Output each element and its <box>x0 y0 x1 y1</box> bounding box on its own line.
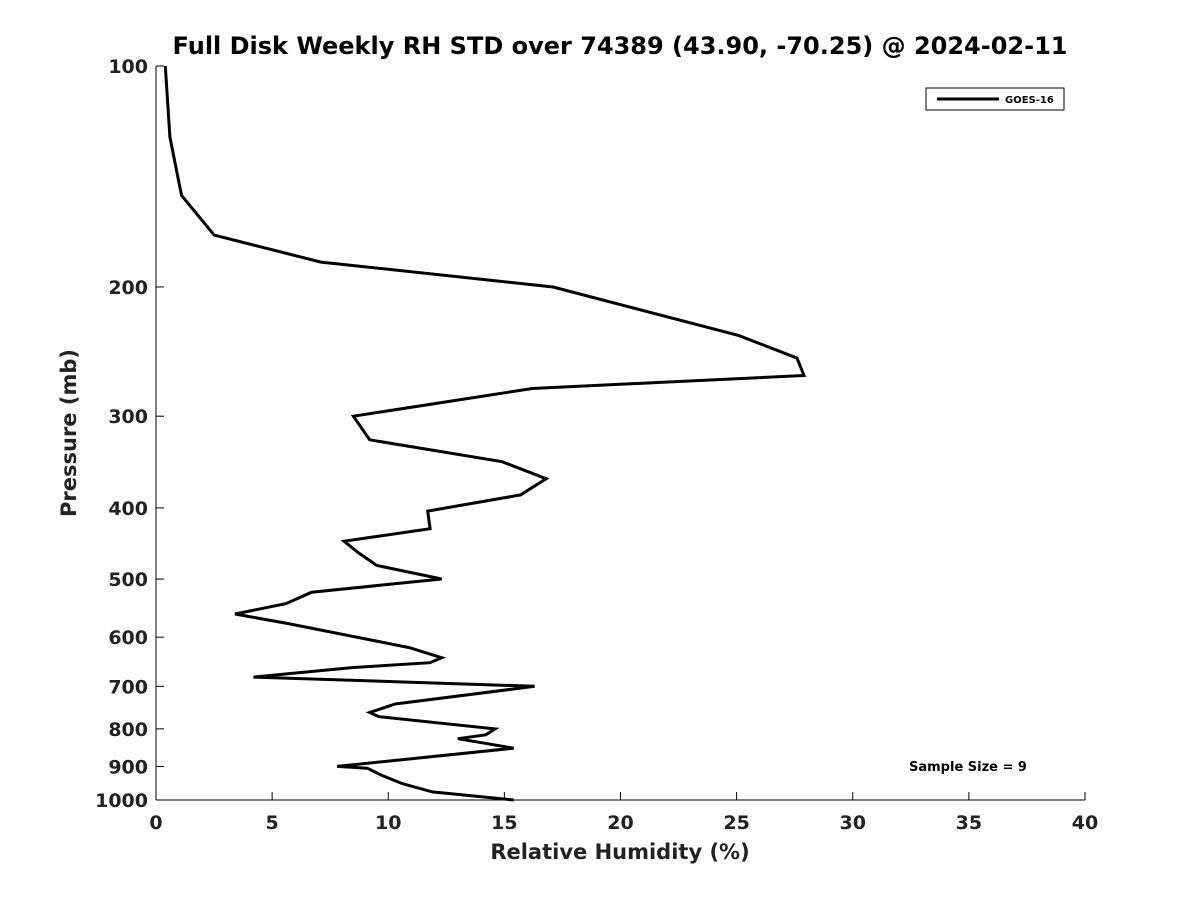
axis-ticks: 0 5 10 15 20 25 30 35 40 100 200 300 400 500 600 700 800… <box>95 56 1098 834</box>
series-line-goes-16 <box>163 65 807 802</box>
x-tick-label: 15 <box>491 812 517 834</box>
y-tick-label: 900 <box>108 756 148 778</box>
y-tick-label: 400 <box>108 498 148 520</box>
y-tick-label: 700 <box>108 676 148 698</box>
x-tick-label: 25 <box>723 812 749 834</box>
legend: GOES-16 <box>925 87 1065 111</box>
y-tick-label: 100 <box>108 56 148 78</box>
x-tick-label: 20 <box>607 812 633 834</box>
series-layer <box>163 65 807 802</box>
sample-size-annotation: Sample Size = 9 <box>909 760 1027 775</box>
legend-label: GOES-16 <box>1005 95 1054 106</box>
x-tick-label: 5 <box>266 812 279 834</box>
x-tick-label: 35 <box>956 812 982 834</box>
y-tick-label: 1000 <box>95 790 148 812</box>
x-tick-label: 10 <box>375 812 401 834</box>
plot-axes <box>155 66 1085 801</box>
y-tick-label: 500 <box>108 569 148 591</box>
y-tick-label: 200 <box>108 277 148 299</box>
x-tick-label: 0 <box>149 812 162 834</box>
x-tick-label: 40 <box>1072 812 1098 834</box>
chart-title: Full Disk Weekly RH STD over 74389 (43.9… <box>173 32 1068 60</box>
y-tick-label: 600 <box>108 627 148 649</box>
y-axis-label: Pressure (mb) <box>57 349 81 517</box>
x-axis-label: Relative Humidity (%) <box>490 840 749 864</box>
x-tick-label: 30 <box>840 812 866 834</box>
y-tick-label: 800 <box>108 719 148 741</box>
y-tick-label: 300 <box>108 406 148 428</box>
